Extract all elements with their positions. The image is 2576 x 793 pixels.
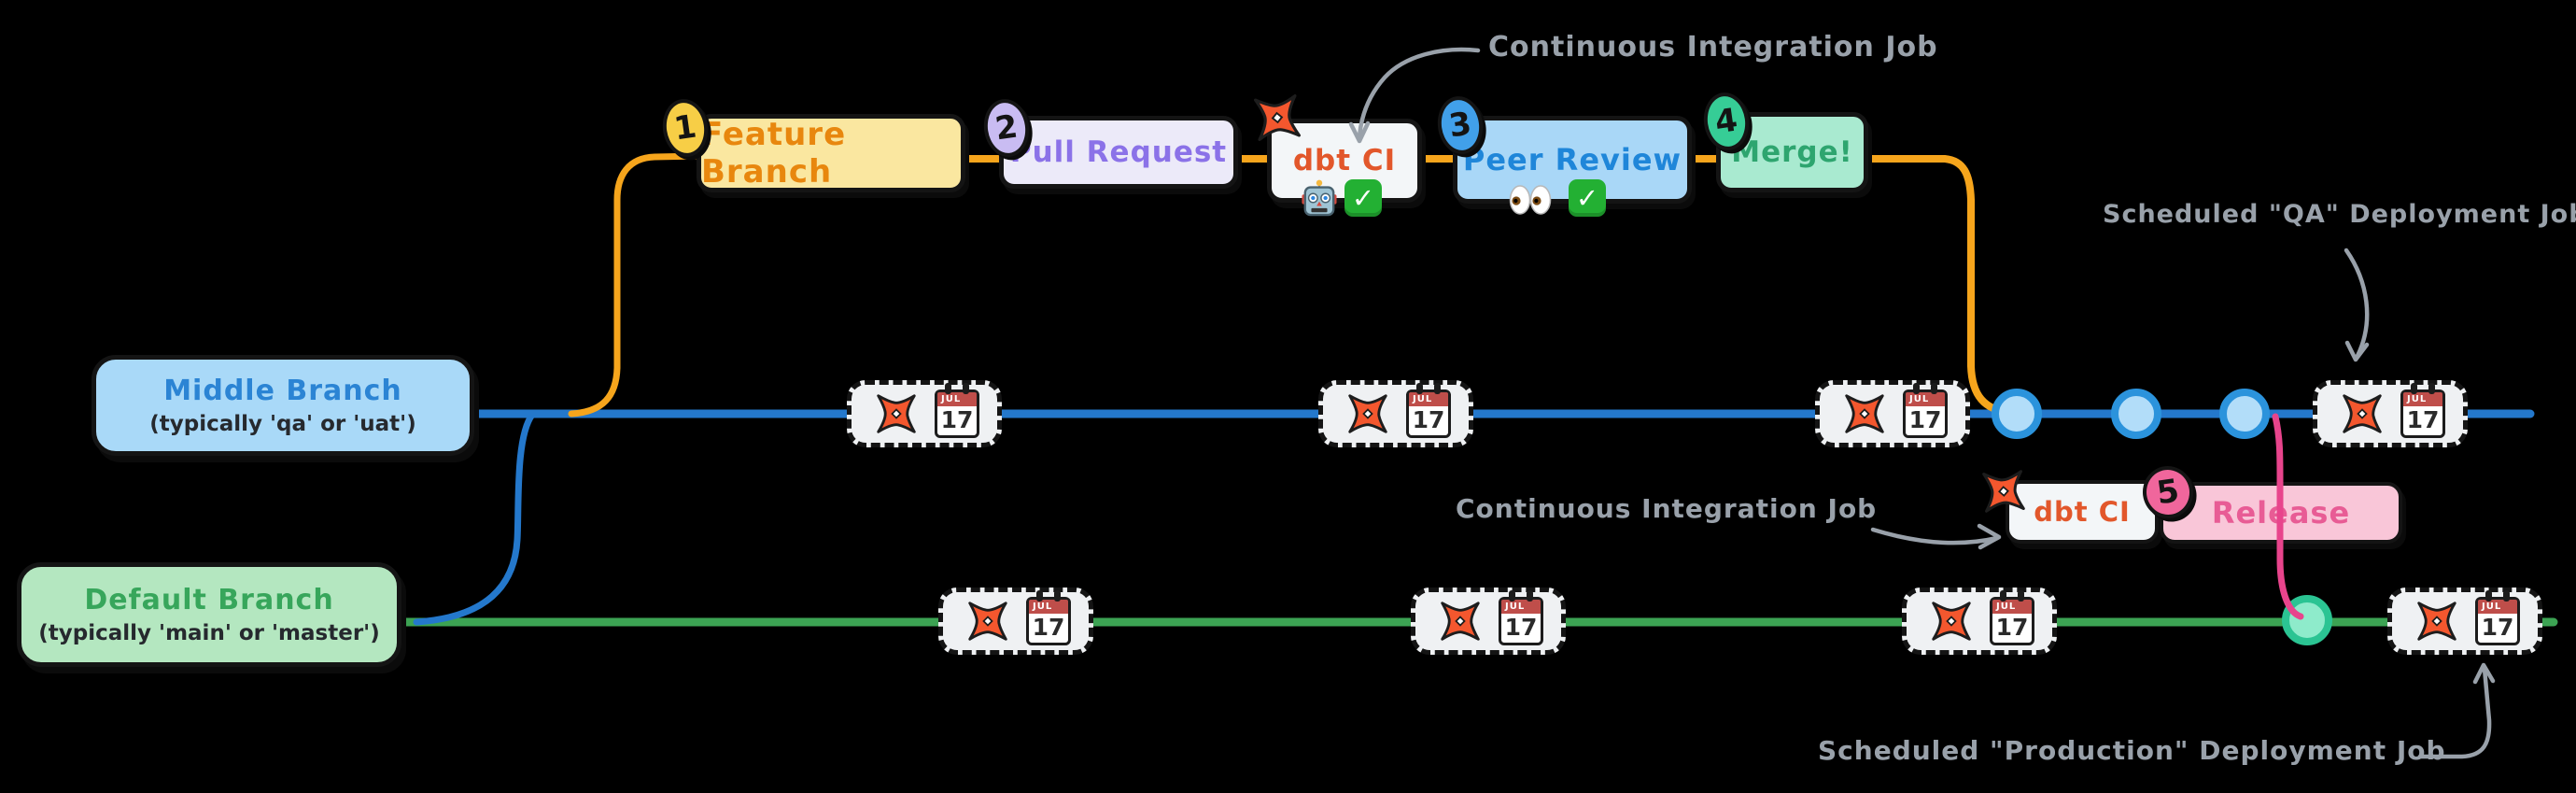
check-icon: ✓: [1569, 179, 1606, 217]
merge-node-label: Merge!: [1731, 135, 1853, 169]
dbt-logo-icon: [961, 594, 1015, 648]
calendar-icon: JUL 17: [1499, 590, 1543, 645]
dbt-logo-icon: [1924, 594, 1978, 648]
peer-review-node: Peer Review: [1453, 116, 1692, 204]
production-deployment-annotation: Scheduled "Production" Deployment Job: [1818, 735, 2446, 766]
dbt-logo-icon: [1245, 85, 1310, 150]
calendar-icon: JUL 17: [935, 383, 979, 438]
default-branch-subtitle: (typically 'main' or 'master'): [38, 621, 380, 645]
calendar-month: JUL: [1906, 392, 1945, 406]
calendar-month: JUL: [2403, 392, 2442, 406]
pull-request-node: Pull Request: [999, 116, 1238, 189]
calendar-icon: JUL 17: [2475, 590, 2520, 645]
dbt-logo-icon: [2410, 594, 2464, 648]
dbt-logo-icon: [1433, 594, 1487, 648]
dbt-ci-node-label: dbt CI: [1292, 144, 1397, 177]
calendar-day: 17: [2481, 614, 2514, 641]
release-node: Release: [2160, 482, 2402, 544]
calendar-day: 17: [1412, 406, 1445, 433]
eyes-icon: [1509, 185, 1552, 215]
scheduled-qa-deployment-job-badge: JUL 17: [2313, 380, 2468, 447]
robot-icon: [1302, 179, 1337, 217]
dbt-logo-icon: [1837, 387, 1892, 441]
calendar-month: JUL: [1992, 600, 2032, 614]
scheduled-job-badge: JUL 17: [847, 380, 1002, 447]
calendar-month: JUL: [2478, 600, 2517, 614]
feature-branch-line: [930, 155, 2015, 417]
ci-release-annotation: Continuous Integration Job: [1456, 493, 1878, 524]
default-branch-title: Default Branch: [84, 584, 334, 616]
calendar-month: JUL: [1501, 600, 1541, 614]
calendar-day: 17: [1032, 614, 1065, 641]
middle-branch-subtitle: (typically 'qa' or 'uat'): [149, 412, 416, 436]
pull-request-node-label: Pull Request: [1009, 135, 1228, 169]
check-icon: ✓: [1344, 179, 1382, 217]
release-node-label: Release: [2211, 495, 2351, 531]
scheduled-job-badge: JUL 17: [1902, 588, 2057, 655]
calendar-day: 17: [2406, 406, 2440, 433]
calendar-icon: JUL 17: [1990, 590, 2034, 645]
commit-dot: [2219, 389, 2270, 439]
feature-branch-node: Feature Branch: [697, 114, 965, 192]
calendar-month: JUL: [937, 392, 977, 406]
calendar-day: 17: [1908, 406, 1942, 433]
qa-deployment-annotation: Scheduled "QA" Deployment Job: [2103, 200, 2576, 229]
commit-dot: [2111, 389, 2161, 439]
feature-branch-node-label: Feature Branch: [701, 116, 847, 191]
middle-branch-label-box: Middle Branch (typically 'qa' or 'uat'): [91, 355, 474, 456]
dbt-ci-release-node-label: dbt CI: [2034, 496, 2131, 528]
calendar-day: 17: [1995, 614, 2029, 641]
feature-branch-fork-curve: [568, 152, 704, 418]
scheduled-job-badge: JUL 17: [1318, 380, 1473, 447]
calendar-month: JUL: [1029, 600, 1068, 614]
default-branch-label-box: Default Branch (typically 'main' or 'mas…: [17, 562, 401, 667]
commit-dot: [1992, 389, 2042, 439]
scheduled-job-badge: JUL 17: [1411, 588, 1566, 655]
calendar-day: 17: [1504, 614, 1538, 641]
peer-review-node-label: Peer Review: [1462, 142, 1682, 177]
merge-node: Merge!: [1716, 112, 1868, 192]
dbt-logo-icon: [1974, 461, 2034, 521]
calendar-icon: JUL 17: [2400, 383, 2445, 438]
middle-branch-fork-curve: [413, 411, 536, 626]
merge-commit-dot: [2282, 595, 2332, 645]
dbt-logo-icon: [2335, 387, 2389, 441]
scheduled-job-badge: JUL 17: [938, 588, 1093, 655]
calendar-icon: JUL 17: [1406, 383, 1451, 438]
calendar-month: JUL: [1409, 392, 1448, 406]
dbt-logo-icon: [1341, 387, 1395, 441]
calendar-icon: JUL 17: [1026, 590, 1071, 645]
dbt-logo-icon: [869, 387, 923, 441]
scheduled-production-deployment-job-badge: JUL 17: [2387, 588, 2542, 655]
ci-job-annotation: Continuous Integration Job: [1488, 31, 1938, 64]
calendar-icon: JUL 17: [1903, 383, 1948, 438]
dbt-ci-release-node: dbt CI: [2006, 480, 2159, 544]
calendar-day: 17: [940, 406, 974, 433]
middle-branch-title: Middle Branch: [163, 375, 402, 407]
scheduled-job-badge: JUL 17: [1815, 380, 1970, 447]
